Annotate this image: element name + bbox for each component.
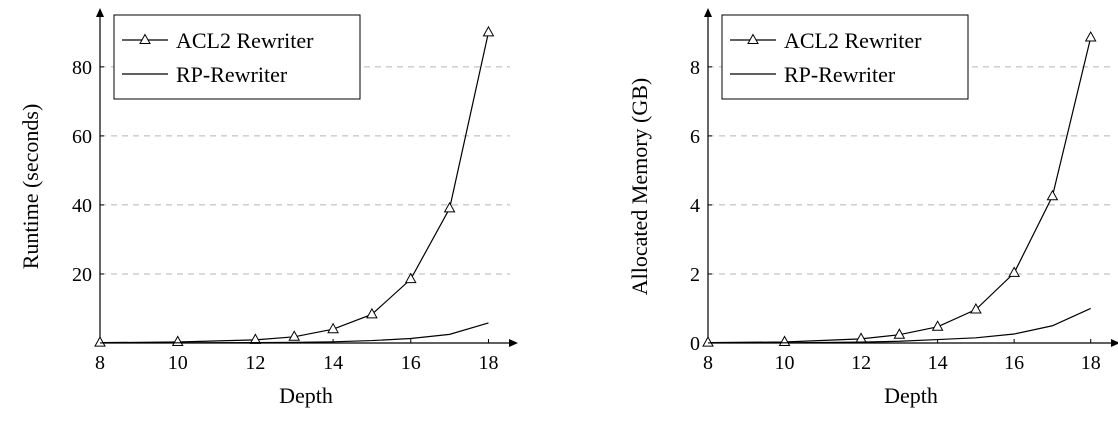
x-tick-label: 12 <box>245 352 265 374</box>
legend-marker-triangle <box>747 33 759 44</box>
y-axis-arrow <box>96 8 104 17</box>
legend-label: RP-Rewriter <box>784 62 896 87</box>
x-tick-label: 14 <box>928 352 948 374</box>
data-point-triangle <box>366 307 378 319</box>
x-tick-label: 14 <box>323 352 343 374</box>
data-point-triangle <box>1008 266 1020 277</box>
x-tick-label: 16 <box>401 352 421 374</box>
legend-label: ACL2 Rewriter <box>176 28 314 53</box>
x-axis-label: Depth <box>279 383 333 408</box>
y-tick-label: 60 <box>72 126 92 148</box>
y-axis-label: Runtime (seconds) <box>18 104 43 270</box>
x-tick-label: 8 <box>703 352 713 374</box>
data-point-triangle <box>288 330 301 341</box>
data-point-triangle <box>404 272 417 284</box>
data-point-triangle <box>855 332 867 343</box>
x-tick-label: 8 <box>95 352 105 374</box>
y-tick-label: 4 <box>690 195 700 217</box>
y-axis-label: Allocated Memory (GB) <box>627 78 652 296</box>
y-axis-arrow <box>704 8 712 17</box>
data-point-triangle <box>327 322 339 334</box>
data-point-triangle <box>94 336 106 347</box>
series-line-rp-rewriter <box>99 322 489 344</box>
data-point-triangle <box>482 25 495 37</box>
data-point-triangle <box>893 328 906 339</box>
x-axis-label: Depth <box>884 383 938 408</box>
x-tick-label: 10 <box>775 352 795 374</box>
y-tick-label: 8 <box>690 57 700 79</box>
data-point-triangle <box>970 302 982 314</box>
legend-label: RP-Rewriter <box>176 62 288 87</box>
x-tick-label: 18 <box>1081 352 1101 374</box>
series-line-rp-rewriter <box>707 307 1091 344</box>
data-point-triangle <box>443 201 456 213</box>
legend-label: ACL2 Rewriter <box>784 28 922 53</box>
data-point-triangle <box>1084 31 1097 42</box>
y-tick-label: 2 <box>690 264 700 286</box>
x-tick-label: 18 <box>478 352 498 374</box>
y-tick-label: 0 <box>690 333 700 355</box>
legend-box <box>113 14 361 100</box>
data-point-triangle <box>249 333 262 344</box>
x-axis-arrow <box>509 339 518 347</box>
y-tick-label: 20 <box>72 264 92 286</box>
data-point-triangle <box>1046 189 1059 201</box>
y-tick-label: 40 <box>72 195 92 217</box>
memory-chart: 8 10 12 14 16 18 0 2 4 6 8 Depth Allocated Memory (G… <box>627 8 1118 408</box>
x-tick-label: 12 <box>851 352 871 374</box>
data-point-triangle <box>931 320 944 331</box>
x-axis-arrow <box>1111 339 1118 347</box>
x-tick-label: 16 <box>1004 352 1024 374</box>
x-tick-label: 10 <box>168 352 188 374</box>
data-point-triangle <box>171 335 184 346</box>
runtime-chart: 8 10 12 14 16 18 20 40 60 80 Depth Runtime (seconds… <box>18 8 518 408</box>
data-point-triangle <box>778 335 791 346</box>
data-point-triangle <box>702 336 714 347</box>
y-tick-label: 6 <box>690 126 700 148</box>
legend-box <box>721 14 969 100</box>
y-tick-label: 80 <box>72 57 92 79</box>
legend-marker-triangle <box>139 33 151 44</box>
